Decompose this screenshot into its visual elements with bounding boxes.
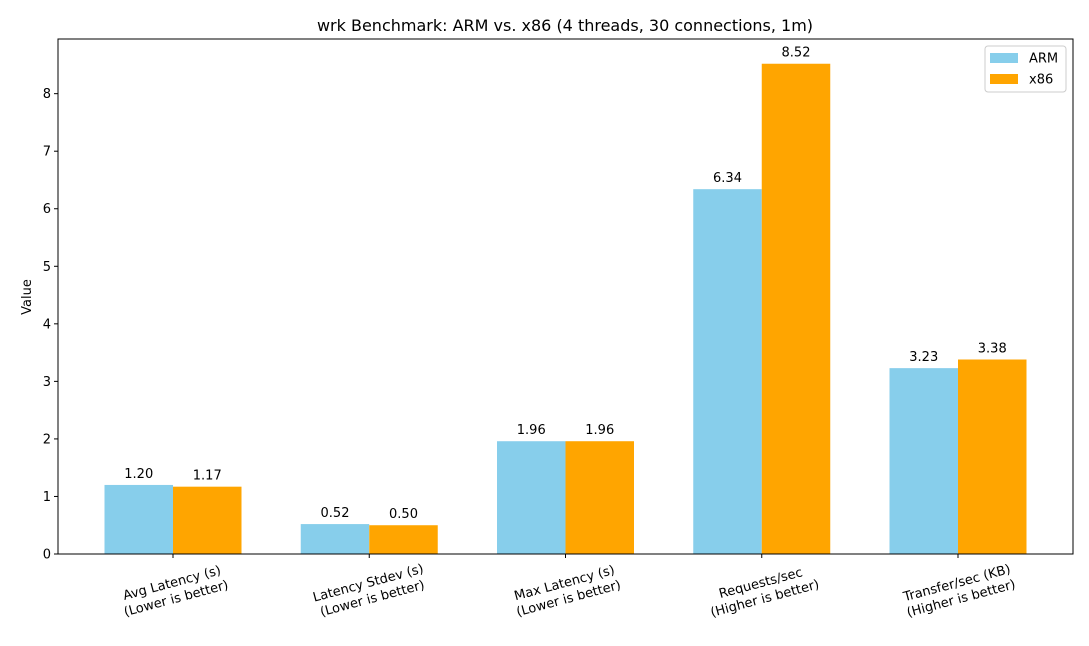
x-axis: Avg Latency (s)(Lower is better) Latency … bbox=[122, 554, 1017, 621]
data-label-x86-4: 3.38 bbox=[978, 342, 1007, 357]
bar-arm-1 bbox=[300, 524, 370, 554]
y-tick-label: 6 bbox=[43, 202, 51, 217]
y-axis: 0 1 2 3 4 5 6 7 8 bbox=[43, 87, 58, 563]
legend-label-arm: ARM bbox=[1029, 52, 1058, 67]
data-label-arm-1: 0.52 bbox=[321, 506, 350, 521]
bar-x86-3 bbox=[761, 63, 831, 555]
bars-group bbox=[104, 63, 1027, 555]
data-label-x86-2: 1.96 bbox=[585, 423, 614, 438]
data-label-arm-3: 6.34 bbox=[713, 171, 742, 186]
y-axis-label: Value bbox=[20, 279, 35, 315]
data-label-arm-0: 1.20 bbox=[124, 467, 153, 482]
data-label-arm-4: 3.23 bbox=[909, 350, 938, 365]
y-tick-label: 7 bbox=[43, 145, 51, 160]
legend: ARM x86 bbox=[984, 45, 1067, 93]
legend-swatch-x86 bbox=[990, 74, 1018, 84]
bar-arm-3 bbox=[693, 189, 762, 554]
legend-label-x86: x86 bbox=[1029, 73, 1053, 88]
bar-arm-0 bbox=[104, 484, 173, 554]
y-tick-label: 4 bbox=[43, 317, 51, 332]
bar-x86-2 bbox=[565, 441, 634, 554]
bar-x86-1 bbox=[369, 525, 438, 554]
y-tick-label: 5 bbox=[43, 260, 51, 275]
data-label-arm-2: 1.96 bbox=[517, 423, 546, 438]
plot-frame bbox=[57, 38, 1074, 555]
x-tick-label: Transfer/sec (KB)(Higher is better) bbox=[901, 562, 1017, 621]
x-tick-label: Max Latency (s)(Lower is better) bbox=[513, 563, 623, 620]
y-tick-label: 3 bbox=[43, 375, 51, 390]
bar-x86-4 bbox=[958, 359, 1027, 554]
chart-title: wrk Benchmark: ARM vs. x86 (4 threads, 3… bbox=[317, 16, 813, 35]
bar-arm-2 bbox=[497, 441, 566, 554]
x-tick-label: Latency Stdev (s)(Lower is better) bbox=[311, 562, 426, 621]
y-tick-label: 1 bbox=[43, 490, 51, 505]
bar-x86-0 bbox=[173, 486, 242, 554]
x-tick-label: Avg Latency (s)(Lower is better) bbox=[122, 563, 231, 620]
y-tick-label: 8 bbox=[43, 87, 51, 102]
data-label-x86-0: 1.17 bbox=[193, 469, 222, 484]
x-tick-label: Requests/sec(Higher is better) bbox=[709, 565, 821, 621]
bar-arm-4 bbox=[889, 368, 958, 554]
legend-swatch-arm bbox=[990, 53, 1018, 63]
data-label-x86-3: 8.52 bbox=[782, 46, 811, 61]
data-labels-group: 1.20 1.17 0.52 0.50 1.96 1.96 6.34 8.52 3.23 3.38 bbox=[124, 46, 1006, 522]
y-tick-label: 0 bbox=[43, 548, 51, 563]
y-tick-label: 2 bbox=[43, 432, 51, 447]
data-label-x86-1: 0.50 bbox=[389, 507, 418, 522]
